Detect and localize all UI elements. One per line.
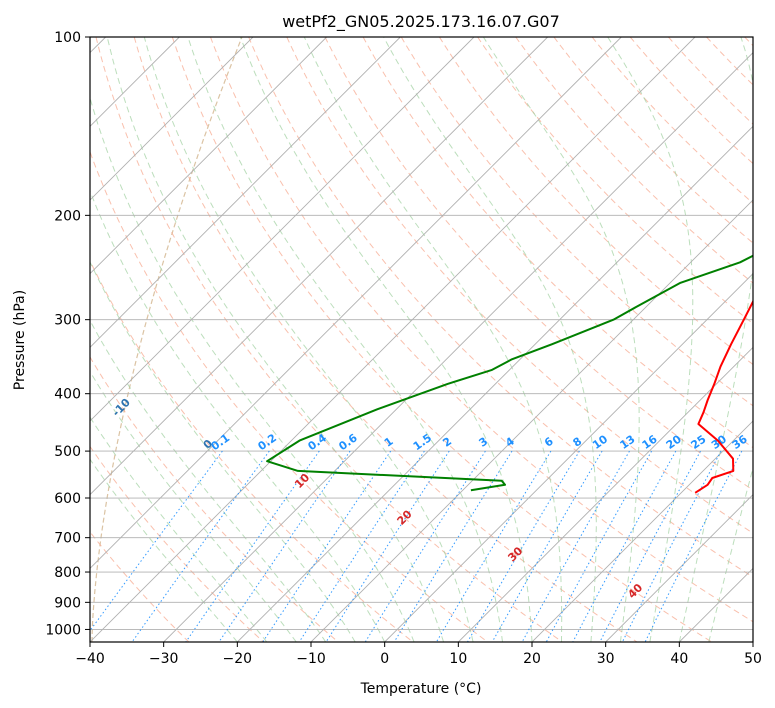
dry-adiabat-line <box>171 37 712 642</box>
mixing-ratio-line <box>393 450 513 642</box>
moist-adiabat-line <box>383 37 597 642</box>
mixing-ratio-line <box>644 450 743 642</box>
dry-adiabat-line <box>438 37 753 366</box>
chart-title: wetPf2_GN05.2025.173.16.07.G07 <box>282 12 560 32</box>
dewpoint-profile-line <box>266 254 753 492</box>
mixing-ratio-line <box>572 450 677 642</box>
dry-adiabat-line <box>90 445 264 642</box>
y-tick-label: 200 <box>54 208 81 224</box>
dry-adiabat-line <box>286 37 753 534</box>
skewed-isotherm-line <box>90 37 548 496</box>
y-tick-label: 300 <box>54 313 81 329</box>
temperature-profile-line <box>694 299 753 494</box>
dry-adiabat-line <box>133 37 638 642</box>
y-tick-label: 1000 <box>45 622 81 638</box>
skewed-isotherm-line <box>605 494 753 642</box>
moist-adiabat-line <box>187 37 503 642</box>
x-tick-label: 20 <box>523 651 541 667</box>
skewed-isotherm-line <box>384 273 753 642</box>
moist-adiabat-line <box>607 37 694 642</box>
reference-curve <box>91 37 243 642</box>
mixing-ratio-line <box>90 450 223 632</box>
mixing-ratio-line <box>218 450 351 642</box>
skewed-isotherm-line <box>90 37 622 569</box>
skewed-isotherm-line <box>90 37 254 201</box>
mixing-ratio-line <box>185 450 320 642</box>
moist-adiabat-line <box>708 466 753 642</box>
x-tick-label: 30 <box>597 651 615 667</box>
skewed-isotherm-line <box>90 37 475 422</box>
x-tick-label: 10 <box>449 651 467 667</box>
plot-frame <box>89 36 754 643</box>
moist-adiabat-line <box>90 416 268 642</box>
moist-adiabat-line <box>678 37 753 642</box>
x-tick-label: 40 <box>670 651 688 667</box>
x-tick-label: −20 <box>223 651 253 667</box>
moist-adiabat-line <box>303 37 563 642</box>
skewed-isotherm-line <box>531 420 753 642</box>
x-axis-title: Temperature (°C) <box>360 681 482 697</box>
moist-adiabat-line <box>143 37 474 642</box>
dry-adiabat-line <box>324 37 753 491</box>
skewed-isotherm-line <box>458 346 753 642</box>
y-tick-label: 600 <box>54 491 81 507</box>
moist-adiabat-line <box>90 260 356 642</box>
profile-series <box>266 254 753 494</box>
x-tick-label: −30 <box>149 651 179 667</box>
x-tick-label: −40 <box>75 651 105 667</box>
skewed-isotherm-line <box>163 52 753 642</box>
plot-background <box>90 37 753 642</box>
dry-adiabat-line <box>591 37 753 204</box>
dry-adiabat-line <box>95 37 563 642</box>
y-tick-label: 100 <box>54 30 81 46</box>
mixing-ratio-line <box>521 450 630 642</box>
y-tick-label: 500 <box>54 444 81 460</box>
dry-adiabat-line <box>210 37 753 623</box>
y-tick-label: 800 <box>54 565 81 581</box>
moist-adiabat-line <box>239 37 533 642</box>
dry-adiabat-line <box>400 37 753 407</box>
skewed-isotherm-line <box>90 37 327 275</box>
skewed-isotherm-line <box>237 125 753 642</box>
mixing-ratio-line <box>298 450 425 642</box>
y-tick-label: 900 <box>54 595 81 611</box>
dry-adiabat-line <box>248 37 753 578</box>
skewed-isotherm-line <box>90 37 696 642</box>
moist-adiabat-line <box>90 370 297 642</box>
mixing-ratio-line <box>621 450 722 642</box>
moist-adiabat-line <box>90 189 386 642</box>
x-tick-label: 0 <box>380 651 389 667</box>
dry-adiabat-line <box>90 356 339 642</box>
y-tick-label: 400 <box>54 387 81 403</box>
skewed-isotherm-line <box>90 37 401 348</box>
y-axis-title: Pressure (hPa) <box>12 290 28 390</box>
moist-adiabat-line <box>106 37 445 642</box>
x-axis-ticks: −40 −30 −20 −10 0 10 20 30 40 50 <box>75 642 762 667</box>
moist-adiabat-line <box>90 458 238 642</box>
x-tick-label: −10 <box>296 651 326 667</box>
mixing-ratio-line <box>545 450 653 642</box>
y-axis-ticks: 100 200 300 400 500 600 700 800 900 1000 <box>45 30 90 638</box>
dry-adiabat-line <box>553 37 753 244</box>
x-tick-label: 50 <box>744 651 762 667</box>
moist-adiabat-line <box>482 37 640 642</box>
mixing-ratio-line <box>599 450 701 642</box>
mixing-ratio-line <box>491 450 603 642</box>
y-tick-label: 700 <box>54 531 81 547</box>
dry-adiabat-line <box>90 259 414 642</box>
skewed-isotherm-line <box>310 199 753 642</box>
background-lines <box>90 37 753 642</box>
moist-adiabat-line <box>90 319 327 642</box>
mixing-ratio-line <box>262 450 392 642</box>
